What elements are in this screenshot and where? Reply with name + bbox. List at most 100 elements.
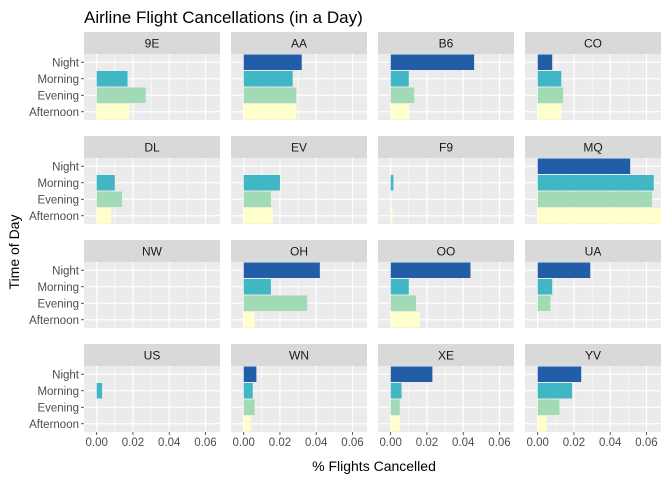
facet-strip-label: OO — [437, 245, 456, 259]
bar-OH-evening — [243, 295, 308, 311]
bar-OO-evening — [390, 295, 417, 311]
bar-MQ-evening — [537, 191, 652, 207]
facet-strip-label: NW — [142, 245, 163, 259]
bar-YV-morning — [537, 383, 573, 399]
bar-OH-night — [243, 262, 320, 278]
facet-strip — [231, 240, 367, 262]
facet-strip-label: CO — [584, 37, 602, 51]
x-tick-label: 0.00 — [85, 437, 107, 449]
bar-XE-evening — [390, 399, 400, 415]
bar-OH-afternoon — [243, 312, 255, 328]
x-tick-label: 0.00 — [526, 437, 548, 449]
bar-AA-afternoon — [243, 104, 297, 120]
y-tick-label: Afternoon — [29, 211, 79, 223]
x-tick-label: 0.00 — [232, 437, 254, 449]
bar-EV-evening — [243, 191, 271, 207]
x-tick-label: 0.06 — [488, 437, 510, 449]
facet-MQ: MQ — [525, 136, 661, 224]
facet-strip — [231, 136, 367, 158]
x-tick-label: 0.02 — [416, 437, 438, 449]
facet-XE: XE 0.00 0.02 0.04 0.06 — [378, 344, 514, 449]
bar-YV-night — [537, 366, 582, 382]
facet-B6: B6 — [378, 32, 514, 120]
bar-UA-evening — [537, 295, 551, 311]
y-tick-label: Afternoon — [29, 419, 79, 431]
bar-EV-morning — [243, 175, 280, 191]
facet-AA: AA — [231, 32, 367, 120]
x-tick-label: 0.02 — [563, 437, 585, 449]
bar-DL-afternoon — [96, 208, 112, 224]
facet-strip-label: XE — [438, 349, 454, 363]
y-tick-label: Evening — [37, 402, 79, 414]
facet-UA: UA — [525, 240, 661, 328]
facet-strip-label: US — [144, 349, 161, 363]
facet-panel-background — [378, 158, 514, 224]
bar-9E-evening — [96, 87, 146, 103]
facet-strip — [84, 32, 220, 54]
facet-strip — [525, 344, 661, 366]
bar-MQ-night — [537, 158, 631, 174]
bar-B6-evening — [390, 87, 415, 103]
facet-EV: EV — [231, 136, 367, 224]
bar-9E-afternoon — [96, 104, 130, 120]
facet-strip-label: EV — [291, 141, 307, 155]
x-tick-label: 0.06 — [194, 437, 216, 449]
facet-strip — [525, 136, 661, 158]
bar-F9-morning — [390, 175, 394, 191]
facet-strip-label: DL — [144, 141, 160, 155]
chart-title: Airline Flight Cancellations (in a Day) — [84, 8, 363, 27]
y-tick-label: Morning — [37, 74, 79, 86]
facet-9E: 9E Night Morning Evening Afternoon — [29, 32, 220, 120]
bar-MQ-afternoon — [537, 208, 661, 224]
x-axis-title: % Flights Cancelled — [312, 458, 436, 474]
bar-WN-morning — [243, 383, 253, 399]
facet-strip-label: AA — [291, 37, 307, 51]
x-tick-label: 0.06 — [341, 437, 363, 449]
bar-YV-evening — [537, 399, 560, 415]
bar-AA-morning — [243, 71, 293, 87]
y-tick-label: Night — [52, 265, 80, 277]
facet-strip — [231, 32, 367, 54]
y-tick-label: Morning — [37, 386, 79, 398]
facet-strip — [525, 240, 661, 262]
facet-strip — [84, 344, 220, 366]
facet-strip — [378, 32, 514, 54]
facet-YV: YV 0.00 0.02 0.04 0.06 — [525, 344, 661, 449]
bar-OO-night — [390, 262, 471, 278]
facet-OO: OO — [378, 240, 514, 328]
facet-strip — [378, 344, 514, 366]
facet-US: US Night Morning Evening Afternoon 0.00 0.02 0.… — [29, 344, 220, 449]
y-axis-title: Time of Day — [6, 215, 22, 290]
bar-F9-afternoon — [390, 208, 393, 224]
x-tick-label: 0.00 — [379, 437, 401, 449]
facet-DL: DL Night Morning Evening Afternoon — [29, 136, 220, 224]
bar-AA-night — [243, 54, 302, 70]
x-tick-label: 0.04 — [305, 437, 328, 449]
y-tick-label: Night — [52, 369, 80, 381]
bar-AA-evening — [243, 87, 297, 103]
bar-B6-morning — [390, 71, 409, 87]
bar-WN-afternoon — [243, 416, 251, 432]
bar-OO-afternoon — [390, 312, 420, 328]
facet-strip-label: MQ — [583, 141, 602, 155]
facet-strip-label: 9E — [145, 37, 160, 51]
bar-B6-afternoon — [390, 104, 409, 120]
bar-YV-afternoon — [537, 416, 547, 432]
facet-panel-background — [84, 262, 220, 328]
facet-strip — [84, 136, 220, 158]
y-tick-label: Night — [52, 161, 80, 173]
x-tick-label: 0.04 — [452, 437, 475, 449]
facet-strip-label: UA — [585, 245, 602, 259]
x-tick-label: 0.02 — [269, 437, 291, 449]
x-tick-label: 0.04 — [599, 437, 622, 449]
bar-MQ-morning — [537, 175, 654, 191]
facet-strip — [378, 136, 514, 158]
bar-WN-evening — [243, 399, 255, 415]
facet-F9: F9 — [378, 136, 514, 224]
bar-CO-evening — [537, 87, 564, 103]
y-tick-label: Night — [52, 57, 80, 69]
facet-strip-label: F9 — [439, 141, 453, 155]
bar-XE-afternoon — [390, 416, 400, 432]
bar-UA-morning — [537, 279, 553, 295]
